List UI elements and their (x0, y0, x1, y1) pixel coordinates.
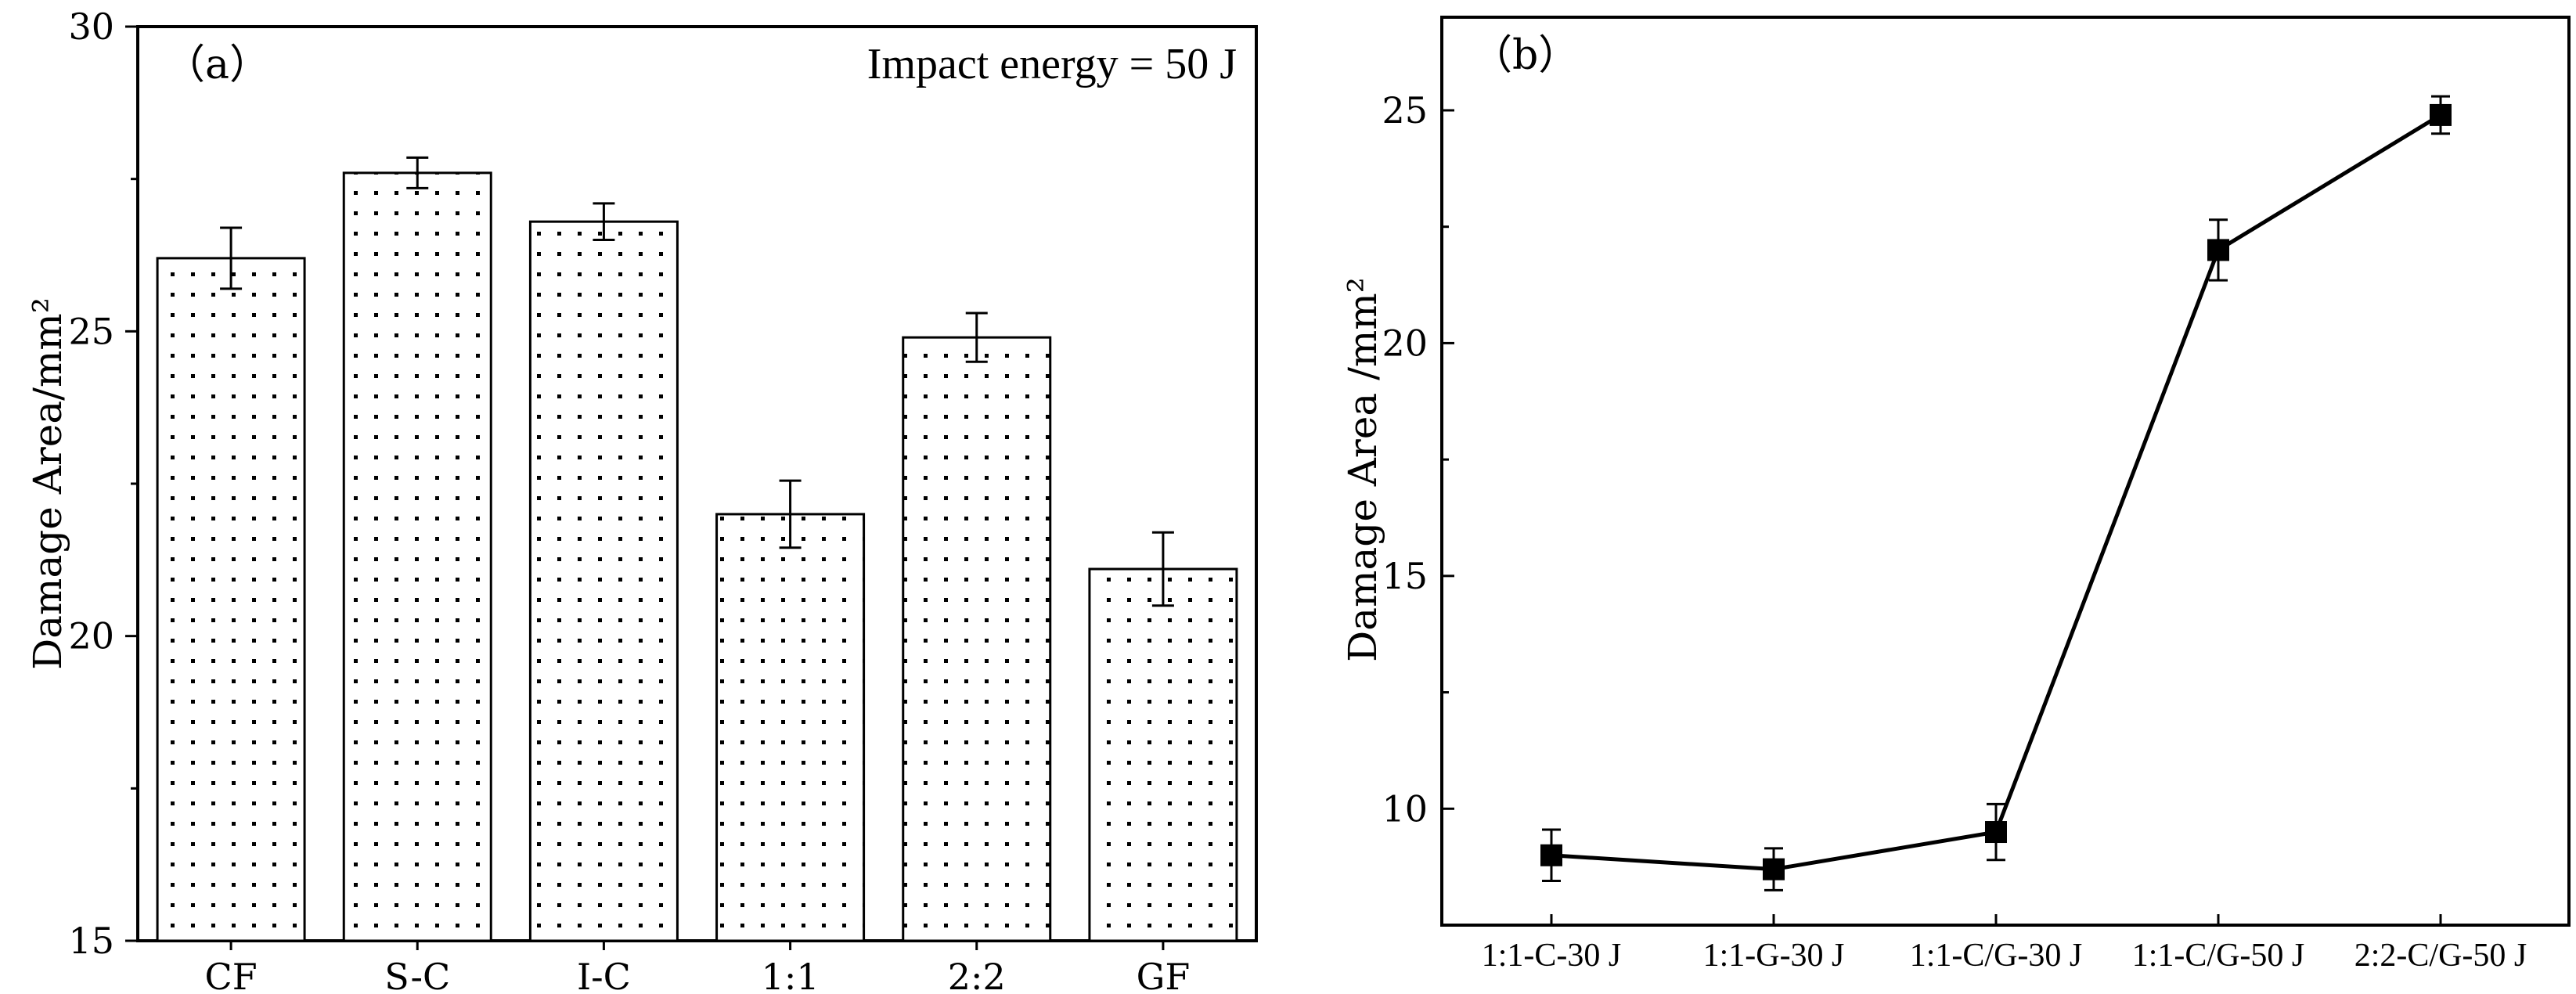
b-y-tick-label-25: 25 (1382, 89, 1428, 131)
y-tick-label-30: 30 (68, 5, 114, 48)
chart-b-ylabel: Damage Area /mm² (1340, 277, 1385, 662)
bar-gf (1088, 567, 1238, 942)
chart-b-frame (1440, 16, 2571, 927)
chart-a: CF S-C I-C 1:1 2:2 GF 15 20 25 30 （a） Impact ener… (25, 5, 1258, 994)
data-point-1-1-c-30-j (1540, 844, 1562, 866)
x-tick-label-s-c: S-C (384, 956, 450, 994)
x-tick-label-1-1: 1:1 (762, 956, 820, 994)
data-point-1-1-c-g-30-j (1985, 821, 2007, 844)
bar-cf (156, 257, 306, 942)
data-point-1-1-c-g-50-j (2207, 239, 2229, 261)
b-x-tick-label-1-1-g-30-j: 1:1-G-30 J (1703, 938, 1845, 974)
x-tick-label-cf: CF (205, 956, 258, 994)
y-tick-label-15: 15 (68, 920, 114, 962)
bar-1-1 (715, 513, 866, 942)
x-tick-label-2-2: 2:2 (948, 956, 1006, 994)
series-line (1551, 113, 2442, 872)
chart-b: 10 15 20 25 1:1-C-30 J 1:1-G-30 J 1:1-C/G-30 J… (1340, 16, 2571, 974)
chart-b-panel-label: （b） (1472, 32, 1579, 79)
b-y-tick-label-10: 10 (1382, 787, 1428, 830)
chart-a-panel-label: （a） (164, 41, 270, 88)
bar-2-2 (902, 336, 1052, 942)
b-x-tick-label-2-2-c-g-50-j: 2:2-C/G-50 J (2354, 938, 2527, 974)
b-x-tick-label-1-1-c-g-50-j: 1:1-C/G-50 J (2132, 938, 2305, 974)
bar-i-c (528, 220, 679, 942)
data-point-1-1-g-30-j (1763, 858, 1785, 881)
b-x-tick-label-1-1-c-30-j: 1:1-C-30 J (1482, 938, 1622, 974)
b-y-tick-label-20: 20 (1382, 322, 1428, 364)
chart-a-ylabel: Damage Area/mm² (25, 297, 70, 670)
x-tick-label-i-c: I-C (577, 956, 631, 994)
y-tick-label-25: 25 (68, 310, 114, 352)
b-y-tick-label-15: 15 (1382, 555, 1428, 597)
chart-a-annotation: Impact energy = 50 J (867, 40, 1237, 88)
bar-s-c (342, 171, 492, 942)
b-x-tick-label-1-1-c-g-30-j: 1:1-C/G-30 J (1910, 938, 2083, 974)
x-tick-label-gf: GF (1137, 956, 1191, 994)
y-tick-label-20: 20 (68, 615, 114, 657)
data-point-2-2-c-g-50-j (2430, 103, 2452, 126)
